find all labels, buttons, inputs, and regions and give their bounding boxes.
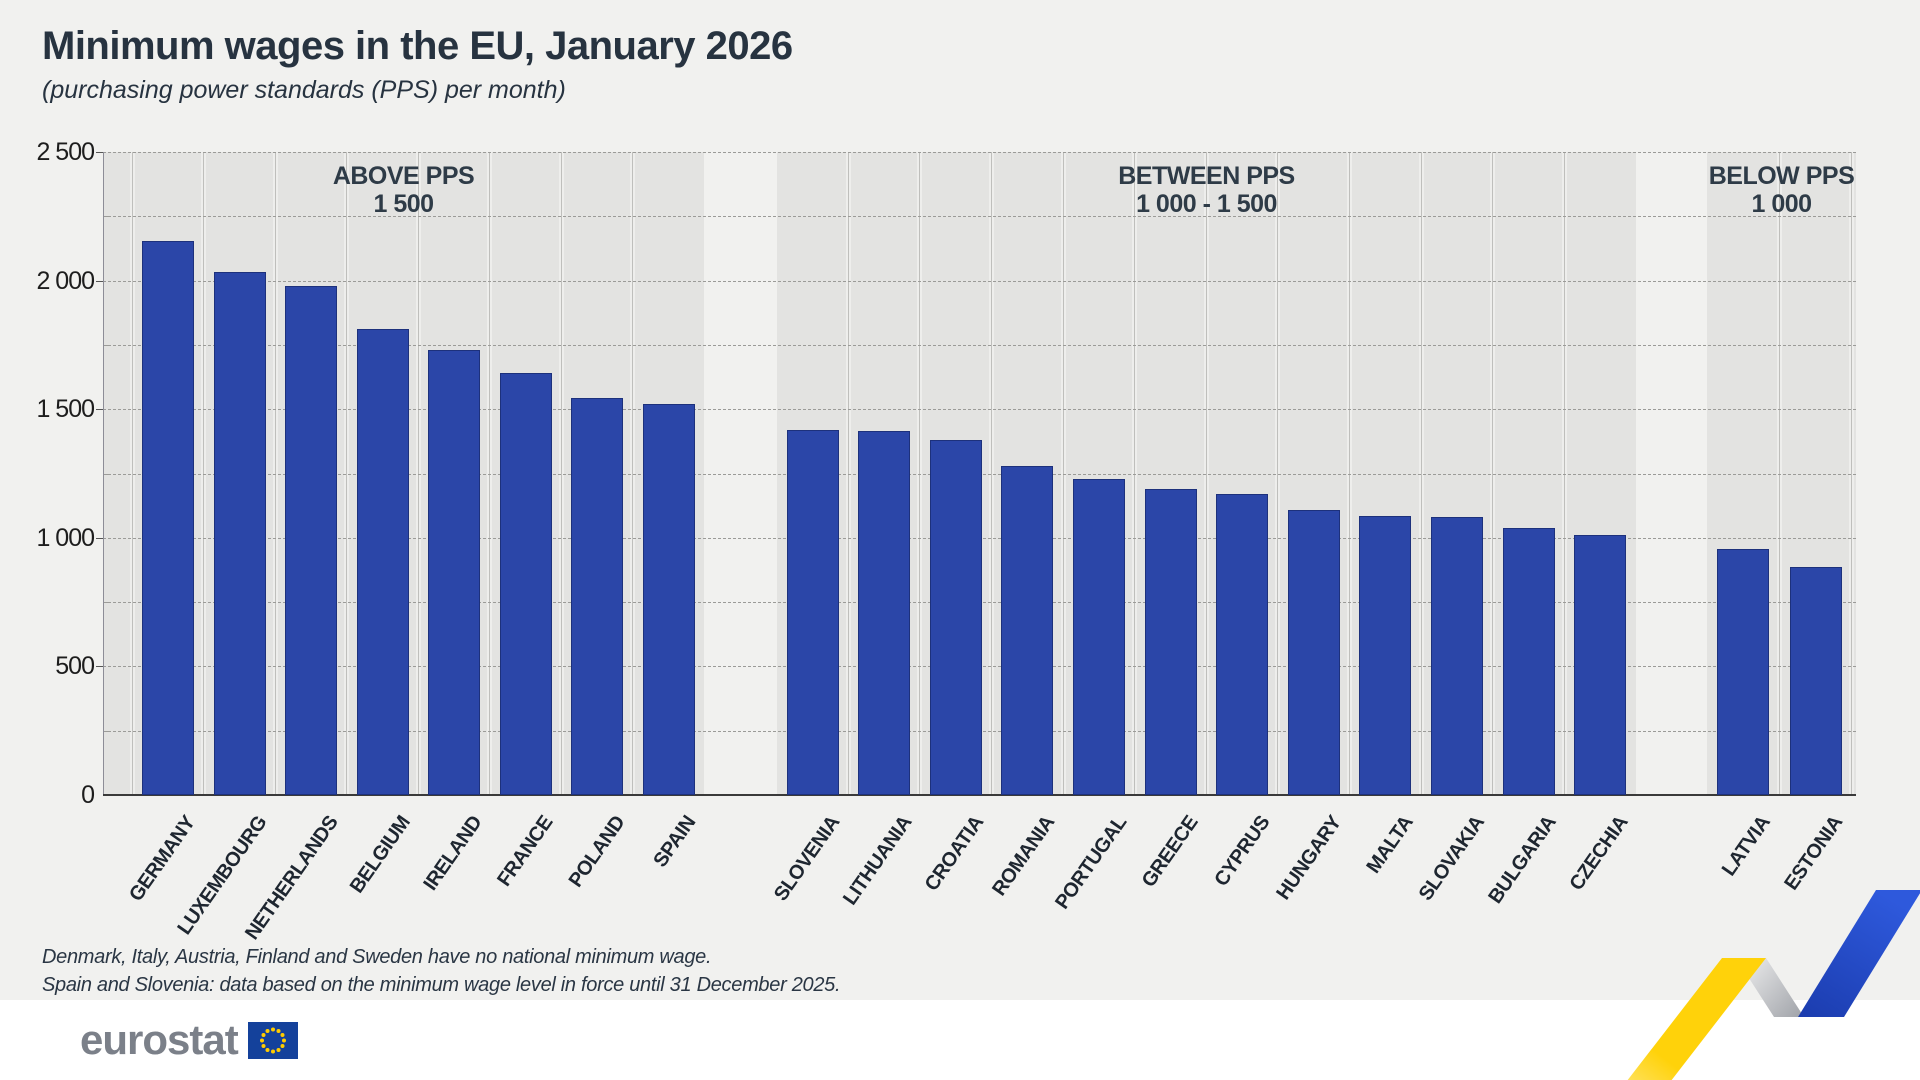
group-label: ABOVE PPS 1 500 xyxy=(332,162,475,218)
group-label: BELOW PPS 1 000 xyxy=(1708,162,1855,218)
gridline xyxy=(103,280,1856,282)
country-label: SPAIN xyxy=(649,812,701,872)
eu-flag-icon xyxy=(247,1021,298,1059)
footnote-line: Spain and Slovenia: data based on the mi… xyxy=(42,974,841,996)
bar-slovenia xyxy=(786,429,839,795)
eurostat-logo: eurostat xyxy=(80,1016,298,1064)
axis-tick xyxy=(104,344,110,346)
bar-greece xyxy=(1144,488,1197,795)
bar-lithuania xyxy=(858,431,911,795)
bar-latvia xyxy=(1717,549,1769,795)
x-axis-line xyxy=(103,794,1856,796)
bar-ireland xyxy=(428,350,480,795)
ribbon-graphic xyxy=(1627,890,1920,1080)
axis-tick xyxy=(96,152,103,153)
country-label: LITHUANIA xyxy=(838,812,917,910)
bar-belgium xyxy=(356,329,409,795)
country-label: GREECE xyxy=(1137,812,1203,892)
bar-poland xyxy=(571,397,623,795)
country-label: SLOVENIA xyxy=(770,812,845,906)
axis-tick xyxy=(96,280,103,282)
country-label: BELGIUM xyxy=(345,812,415,898)
page-subtitle: (purchasing power standards (PPS) per mo… xyxy=(42,76,566,104)
footnote-line: Denmark, Italy, Austria, Finland and Swe… xyxy=(42,946,712,968)
axis-tick xyxy=(104,602,110,604)
country-label: CYPRUS xyxy=(1210,812,1275,891)
eurostat-logo-text: eurostat xyxy=(80,1016,239,1063)
country-label: GERMANY xyxy=(125,812,201,906)
bar-malta xyxy=(1359,515,1412,795)
y-axis-label: 2 500 xyxy=(36,138,95,166)
bar-czechia xyxy=(1574,535,1627,795)
bottom-strip xyxy=(0,1000,1920,1080)
bar-netherlands xyxy=(285,285,337,795)
country-label: LATVIA xyxy=(1718,812,1776,881)
bar-portugal xyxy=(1072,478,1125,795)
gridline xyxy=(103,216,1856,218)
axis-tick xyxy=(104,216,110,218)
axis-tick xyxy=(104,730,110,732)
y-axis-label: 1 000 xyxy=(36,523,95,552)
y-axis-label: 1 500 xyxy=(36,395,95,424)
country-label: ROMANIA xyxy=(988,812,1060,901)
bar-bulgaria xyxy=(1502,527,1555,795)
country-label: FRANCE xyxy=(493,812,558,891)
country-label: POLAND xyxy=(564,812,630,892)
bar-france xyxy=(499,373,552,795)
axis-tick xyxy=(96,409,103,411)
bar-germany xyxy=(142,240,194,795)
bar-romania xyxy=(1001,465,1054,795)
bar-cyprus xyxy=(1216,494,1269,795)
y-axis-line xyxy=(103,152,104,795)
y-axis-label: 2 000 xyxy=(36,266,95,295)
axis-tick xyxy=(96,537,103,539)
country-label: IRELAND xyxy=(419,812,487,895)
bar-spain xyxy=(642,404,695,795)
axis-tick xyxy=(96,666,103,668)
page-title: Minimum wages in the EU, January 2026 xyxy=(42,24,793,68)
country-label: MALTA xyxy=(1362,812,1418,878)
gridline xyxy=(103,152,1856,153)
gridline xyxy=(103,344,1856,346)
country-label: CROATIA xyxy=(920,812,988,896)
country-label: PORTUGAL xyxy=(1050,812,1131,914)
axis-tick xyxy=(104,473,110,475)
bar-luxembourg xyxy=(213,271,266,795)
bar-croatia xyxy=(929,440,982,795)
country-label: HUNGARY xyxy=(1272,812,1346,904)
bar-estonia xyxy=(1789,567,1842,795)
y-axis-label: 0 xyxy=(81,781,95,809)
group-label: BETWEEN PPS 1 000 - 1 500 xyxy=(1118,162,1295,218)
y-axis-label: 500 xyxy=(55,652,95,681)
gridline xyxy=(103,409,1856,411)
bar-slovakia xyxy=(1430,517,1483,795)
bar-hungary xyxy=(1287,509,1340,795)
country-label: SLOVAKIA xyxy=(1414,812,1489,905)
